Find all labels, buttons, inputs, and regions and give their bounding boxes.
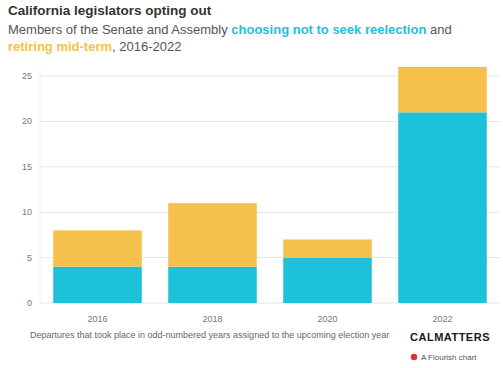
x-tick-label: 2020 (317, 314, 337, 324)
x-tick-label: 2022 (432, 314, 452, 324)
legend-entry: retiring mid-term (8, 39, 112, 54)
bar (283, 239, 372, 257)
title: California legislators opting out (8, 3, 498, 18)
y-tick-label: 10 (22, 207, 32, 217)
credit-dot (411, 354, 417, 360)
credit: A Flourish chart (421, 353, 477, 362)
bars (53, 67, 487, 303)
note: Departures that took place in odd-number… (30, 330, 389, 340)
bar (53, 267, 142, 303)
bar (168, 203, 257, 267)
y-tick-label: 0 (27, 298, 32, 308)
y-tick-label: 5 (27, 253, 32, 263)
bar (398, 67, 487, 112)
y-axis-line (40, 67, 41, 303)
y-tick-label: 25 (22, 71, 32, 81)
x-tick-label: 2016 (87, 314, 107, 324)
bar (53, 230, 142, 266)
legend-entry: choosing not to seek reelection (231, 22, 426, 37)
subtitle: Members of the Senate and Assembly choos… (8, 21, 498, 55)
y-tick-label: 15 (22, 162, 32, 172)
y-tick-label: 20 (22, 116, 32, 126)
bar (398, 112, 487, 303)
source-logo: CALMATTERS (410, 331, 490, 343)
bar (168, 267, 257, 303)
bar (283, 258, 372, 303)
x-tick-label: 2018 (202, 314, 222, 324)
